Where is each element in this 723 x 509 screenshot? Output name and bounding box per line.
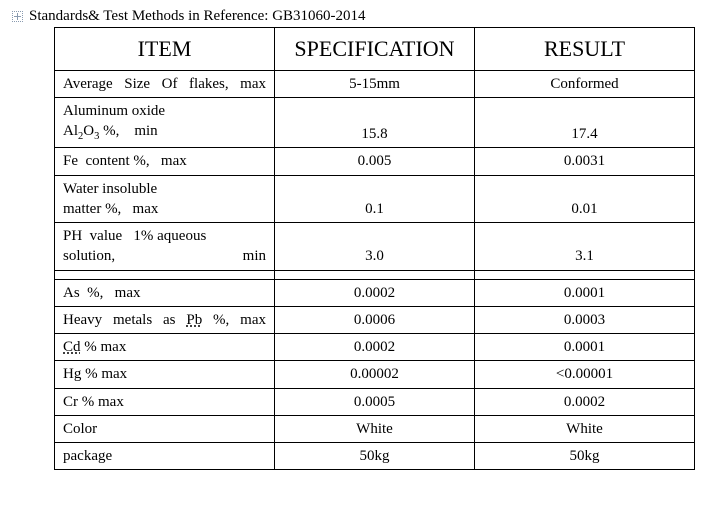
cell-item: Aluminum oxideAl2O3 %, min bbox=[55, 97, 275, 147]
cell-item: Cd % max bbox=[55, 334, 275, 361]
table-row: PH value 1% aqueous solution, min3.03.1 bbox=[55, 223, 695, 271]
cell-item: Average Size Of flakes, max bbox=[55, 70, 275, 97]
table-row: Cd % max0.00020.0001 bbox=[55, 334, 695, 361]
cell-item: package bbox=[55, 443, 275, 470]
table-row: Water insolublematter %, max0.10.01 bbox=[55, 175, 695, 223]
cell-item: Color bbox=[55, 415, 275, 442]
cell-result: 50kg bbox=[475, 443, 695, 470]
table-row: As %, max0.00020.0001 bbox=[55, 279, 695, 306]
cell-spec: 50kg bbox=[275, 443, 475, 470]
cell-item: Water insolublematter %, max bbox=[55, 175, 275, 223]
caption-row: Standards& Test Methods in Reference: GB… bbox=[12, 8, 711, 25]
cell-spec: White bbox=[275, 415, 475, 442]
cell-item: PH value 1% aqueous solution, min bbox=[55, 223, 275, 271]
table-move-handle-icon[interactable] bbox=[12, 11, 23, 22]
cell-item: Hg % max bbox=[55, 361, 275, 388]
cell-spec: 0.00002 bbox=[275, 361, 475, 388]
cell-result: <0.00001 bbox=[475, 361, 695, 388]
table-row: Aluminum oxideAl2O3 %, min15.817.4 bbox=[55, 97, 695, 147]
cell-spec: 0.0005 bbox=[275, 388, 475, 415]
table-row: package50kg50kg bbox=[55, 443, 695, 470]
cell-spec: 3.0 bbox=[275, 223, 475, 271]
cell-result: 0.0031 bbox=[475, 148, 695, 175]
table-row: Fe content %, max0.0050.0031 bbox=[55, 148, 695, 175]
cell-spec: 0.0006 bbox=[275, 306, 475, 333]
cell-item: Cr % max bbox=[55, 388, 275, 415]
spec-table: ITEM SPECIFICATION RESULT Average Size O… bbox=[54, 27, 695, 470]
cell-result: White bbox=[475, 415, 695, 442]
spacer-cell bbox=[275, 270, 475, 279]
table-row: Heavy metals as Pb %, max0.00060.0003 bbox=[55, 306, 695, 333]
cell-result: 0.01 bbox=[475, 175, 695, 223]
spacer-cell bbox=[475, 270, 695, 279]
cell-spec: 0.005 bbox=[275, 148, 475, 175]
table-header-row: ITEM SPECIFICATION RESULT bbox=[55, 28, 695, 71]
cell-item: Heavy metals as Pb %, max bbox=[55, 306, 275, 333]
cell-result: 17.4 bbox=[475, 97, 695, 147]
table-row: ColorWhiteWhite bbox=[55, 415, 695, 442]
cell-spec: 5-15mm bbox=[275, 70, 475, 97]
cell-item: As %, max bbox=[55, 279, 275, 306]
spacer-cell bbox=[55, 270, 275, 279]
cell-result: 0.0001 bbox=[475, 334, 695, 361]
cell-result: 0.0003 bbox=[475, 306, 695, 333]
col-header-spec: SPECIFICATION bbox=[275, 28, 475, 71]
col-header-result: RESULT bbox=[475, 28, 695, 71]
col-header-item: ITEM bbox=[55, 28, 275, 71]
cell-result: Conformed bbox=[475, 70, 695, 97]
table-row: Hg % max0.00002<0.00001 bbox=[55, 361, 695, 388]
cell-spec: 0.0002 bbox=[275, 279, 475, 306]
standards-caption: Standards& Test Methods in Reference: GB… bbox=[29, 8, 366, 25]
table-row: Cr % max0.00050.0002 bbox=[55, 388, 695, 415]
cell-spec: 15.8 bbox=[275, 97, 475, 147]
cell-item: Fe content %, max bbox=[55, 148, 275, 175]
table-body: Average Size Of flakes, max5-15mmConform… bbox=[55, 70, 695, 470]
cell-result: 0.0002 bbox=[475, 388, 695, 415]
table-row: Average Size Of flakes, max5-15mmConform… bbox=[55, 70, 695, 97]
cell-spec: 0.0002 bbox=[275, 334, 475, 361]
cell-result: 0.0001 bbox=[475, 279, 695, 306]
cell-result: 3.1 bbox=[475, 223, 695, 271]
table-row bbox=[55, 270, 695, 279]
cell-spec: 0.1 bbox=[275, 175, 475, 223]
